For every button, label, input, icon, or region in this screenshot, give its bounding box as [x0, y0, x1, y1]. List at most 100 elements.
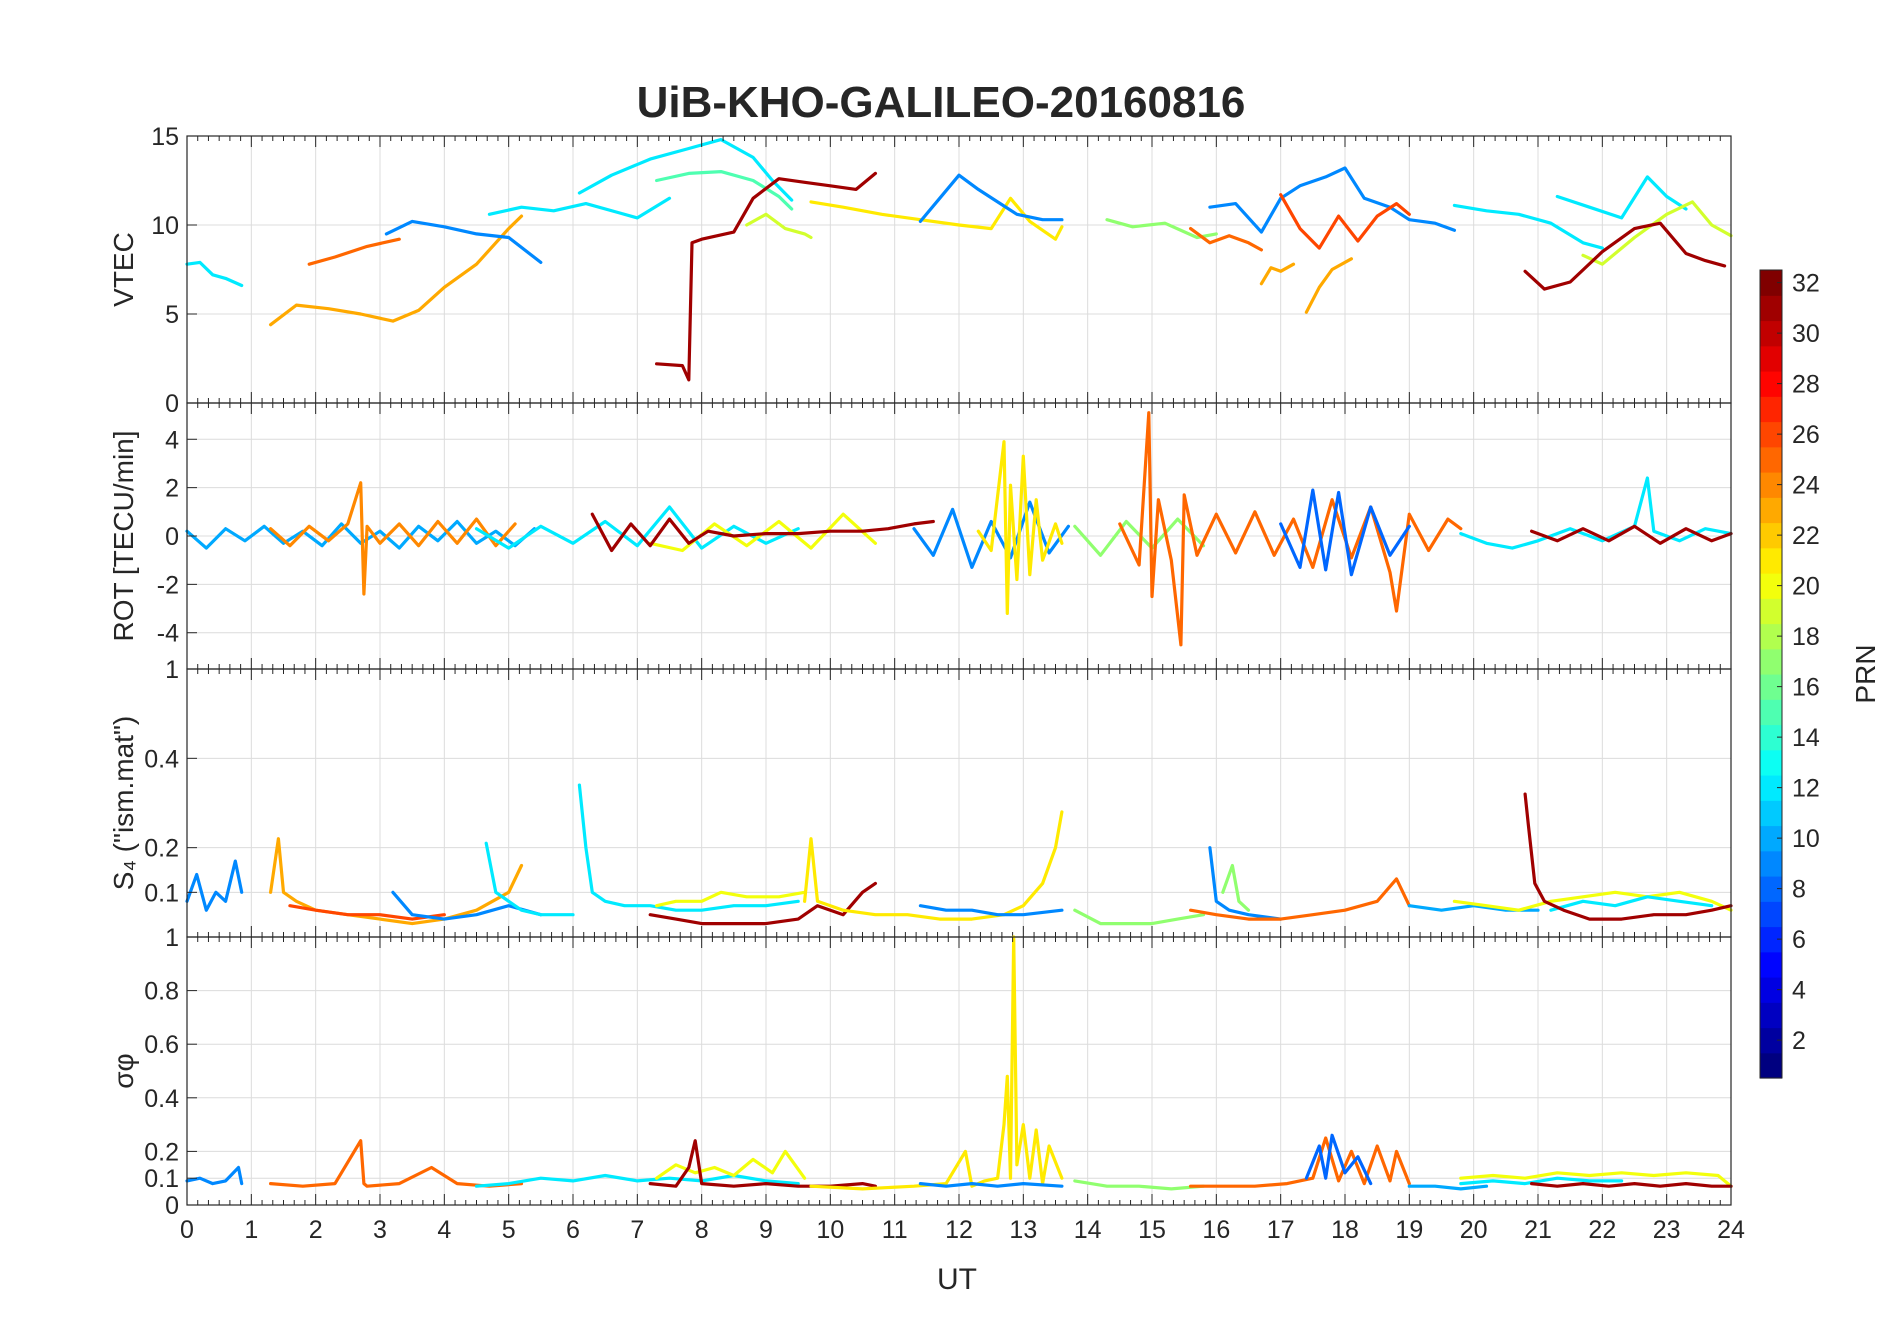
panel-rot: -4 -2 0 2 4 ROT [TECU/min] — [108, 402, 1733, 670]
series-prn-8 — [1279, 488, 1411, 577]
colorbar-tick-label: 14 — [1792, 724, 1820, 752]
x-tick-label: 14 — [1074, 1216, 1102, 1244]
x-ticks-s4 — [186, 669, 1732, 937]
series-prn-12 — [1555, 175, 1688, 220]
series-prn-17 — [1221, 863, 1251, 912]
series-prn-31 — [648, 881, 878, 926]
colorbar-segment — [1760, 497, 1782, 524]
gridlines-rot — [187, 403, 1731, 669]
colorbar-segment — [1760, 800, 1782, 827]
series-prn-9 — [185, 859, 244, 912]
y-tick-label: 0 — [165, 390, 179, 418]
panel-sigma_phi: 00.10.2 0.4 0.6 0.8 1 σφ — [108, 924, 1733, 1220]
colorbar-tick-label: 30 — [1792, 320, 1820, 348]
colorbar-segment — [1760, 977, 1782, 1003]
series-prn-31 — [1529, 524, 1733, 545]
colorbar-segment — [1760, 1002, 1782, 1029]
series-prn-9 — [1208, 166, 1457, 234]
y-tick-label: 10 — [151, 212, 179, 240]
series-prn-9 — [185, 1165, 244, 1186]
series-prn-23 — [269, 837, 524, 926]
y-tick-label: 0.2 — [144, 1138, 179, 1166]
y-tick-label: 0.4 — [144, 745, 179, 773]
y-tick-label: 4 — [165, 426, 179, 454]
colorbar-segment — [1760, 270, 1782, 296]
colorbar-tick-label: 4 — [1792, 977, 1806, 1005]
series-prn-12 — [474, 505, 800, 550]
series-prn-25 — [1188, 227, 1264, 252]
colorbar-tick-label: 8 — [1792, 876, 1806, 904]
x-tick-label: 2 — [309, 1216, 323, 1244]
colorbar-segment — [1760, 724, 1782, 751]
x-tick-label: 4 — [437, 1216, 451, 1244]
colorbar-segment — [1760, 926, 1782, 953]
series-prn-12 — [474, 1173, 800, 1188]
chart-title: UiB-KHO-GALILEO-20160816 — [637, 78, 1246, 127]
x-tick-label: 10 — [816, 1216, 844, 1244]
series-prn-31 — [1523, 221, 1727, 291]
colorbar-segment — [1760, 522, 1782, 549]
x-tick-label: 13 — [1009, 1216, 1037, 1244]
series-prn-9 — [912, 500, 1071, 570]
colorbar-tick-label: 16 — [1792, 674, 1820, 702]
colorbar-segment — [1760, 825, 1782, 852]
series-prn-21 — [809, 935, 1064, 1191]
x-ticks-rot — [186, 403, 1732, 669]
y-tick-label: 0 — [165, 523, 179, 551]
colorbar-tick-label: 2 — [1792, 1027, 1806, 1055]
series-prn-21 — [976, 440, 1064, 616]
series-prn-12 — [577, 783, 800, 912]
x-ticks-sigma_phi — [186, 937, 1732, 1205]
colorbar-segment — [1760, 1052, 1782, 1079]
x-tick-label: 12 — [945, 1216, 973, 1244]
series-prn-10 — [185, 519, 537, 550]
x-axis-label: UT — [937, 1263, 977, 1296]
colorbar-segment — [1760, 421, 1782, 448]
series-prn-12 — [1459, 1176, 1624, 1186]
series-prn-12 — [487, 196, 672, 220]
y-tick-label: -4 — [157, 620, 179, 648]
x-tick-label: 5 — [502, 1216, 516, 1244]
series-group-vtec — [185, 138, 1733, 382]
x-tick-label: 22 — [1588, 1216, 1616, 1244]
colorbar-frame — [1759, 269, 1783, 1079]
y-axis-label-sigma_phi: σφ — [108, 1053, 139, 1088]
series-prn-17 — [1073, 1179, 1206, 1191]
colorbar-segment — [1760, 345, 1782, 372]
x-tick-label: 6 — [566, 1216, 580, 1244]
panel-vtec: 0 5 10 15 VTEC — [108, 123, 1733, 418]
series-prn-21 — [802, 810, 1064, 921]
series-prn-23 — [1304, 257, 1354, 314]
x-tick-label: 18 — [1331, 1216, 1359, 1244]
y-tick-label: 0 — [165, 1192, 179, 1220]
series-prn-26 — [1279, 193, 1411, 250]
series-group-sigma_phi — [185, 935, 1733, 1191]
x-tick-label: 20 — [1460, 1216, 1488, 1244]
series-prn-8 — [1304, 1133, 1373, 1186]
colorbar-segment — [1760, 876, 1782, 902]
series-prn-25 — [307, 237, 401, 266]
series-prn-31 — [590, 512, 935, 553]
colorbar-tick-label: 18 — [1792, 623, 1820, 651]
x-tick-label: 15 — [1138, 1216, 1166, 1244]
y-tick-label: 1 — [165, 924, 179, 952]
colorbar-segment — [1760, 446, 1782, 473]
x-tick-label: 7 — [630, 1216, 644, 1244]
colorbar-segment — [1760, 850, 1782, 877]
colorbar-tick-label: 20 — [1792, 573, 1820, 601]
y-tick-label: 0.6 — [144, 1031, 179, 1059]
series-prn-31 — [654, 171, 878, 382]
series-prn-24 — [269, 481, 517, 596]
y-tick-label: 15 — [151, 123, 179, 151]
x-tick-label: 0 — [180, 1216, 194, 1244]
colorbar-segment — [1760, 371, 1782, 397]
x-tick-label: 1 — [244, 1216, 258, 1244]
x-tick-label: 16 — [1202, 1216, 1230, 1244]
colorbar-tick-label: 26 — [1792, 421, 1820, 449]
y-axis-label-rot: ROT [TECU/min] — [108, 430, 139, 641]
series-prn-19 — [745, 212, 813, 240]
colorbar-segment — [1760, 674, 1782, 700]
y-tick-label: 0.4 — [144, 1085, 179, 1113]
